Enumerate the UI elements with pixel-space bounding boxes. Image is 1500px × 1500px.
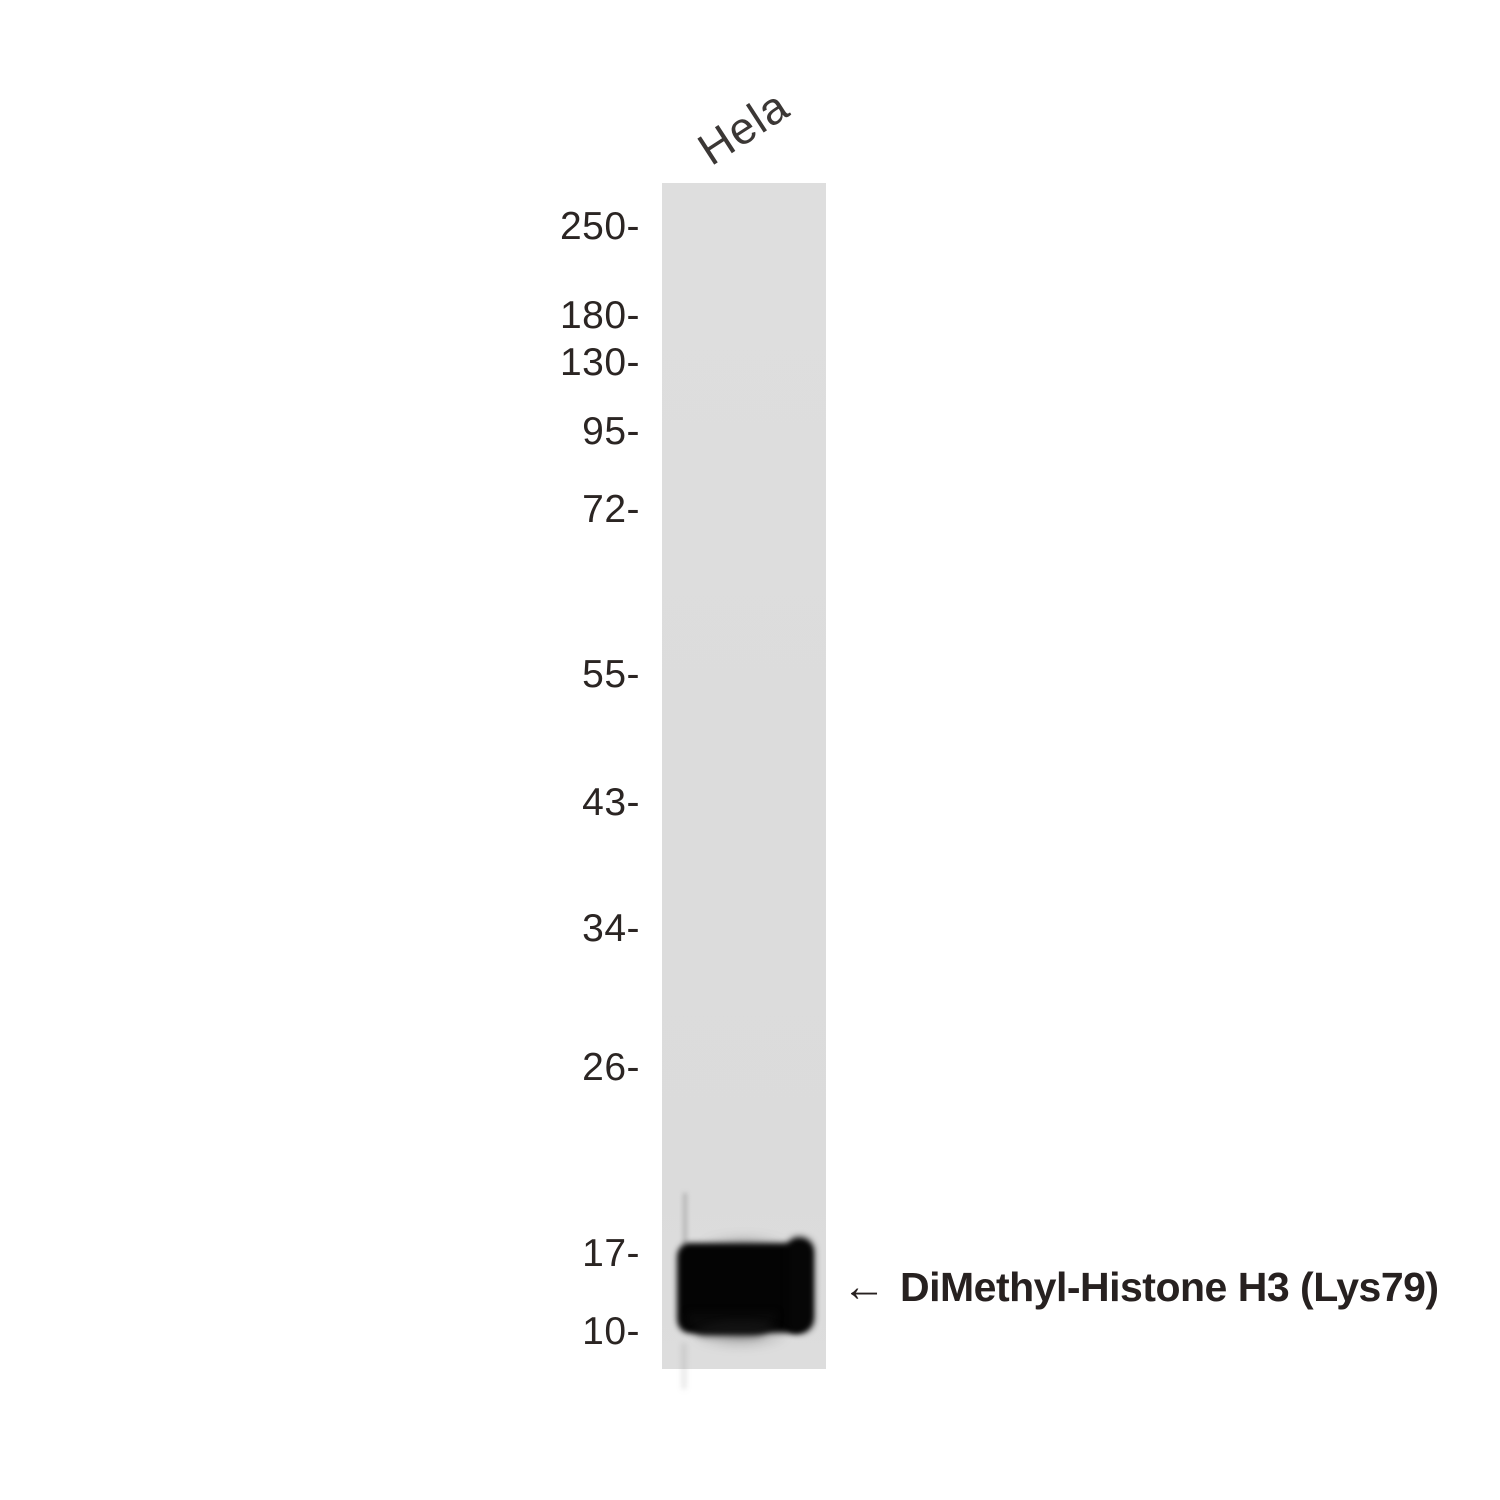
mw-marker-label: 43- [582,781,640,824]
mw-marker-label: 17- [582,1232,640,1275]
mw-marker-label: 180- [559,294,640,337]
lane-sample-label: Hela [688,79,798,175]
mw-marker-label: 250- [559,205,640,248]
mw-marker-column: 250- 180- 130- 95- 72- 55- 43- 34- 26- 17- 10- [0,0,640,1500]
band-annotation: ← DiMethyl-Histone H3 (Lys79) [842,1262,1439,1312]
protein-band-bottom-sag [688,1313,776,1335]
lane-streak-top [683,1193,687,1245]
mw-marker-label: 72- [582,488,640,531]
mw-marker-label: 26- [582,1046,640,1089]
left-arrow-icon: ← [842,1262,886,1311]
mw-marker-label: 95- [582,410,640,453]
mw-marker-label: 34- [582,907,640,950]
protein-band-right-bulge [788,1237,814,1333]
lane-streak-bottom [682,1343,686,1389]
mw-marker-label: 10- [582,1310,640,1353]
gel-lane [662,183,826,1389]
band-smudge [674,1321,806,1361]
band-annotation-label: DiMethyl-Histone H3 (Lys79) [900,1264,1439,1310]
mw-marker-label: 55- [582,653,640,696]
mw-marker-label: 130- [559,341,640,384]
